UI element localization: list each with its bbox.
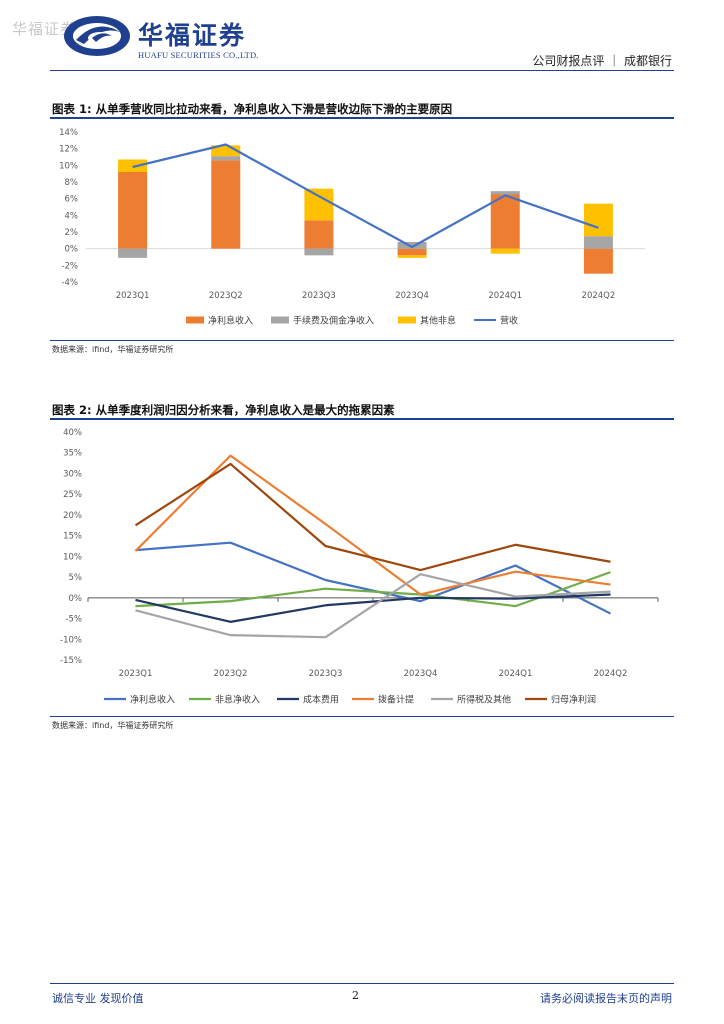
legend-label: 归母净利润 xyxy=(551,694,596,706)
y-tick-label: -15% xyxy=(60,656,82,666)
legend-label: 手续费及佣金净收入 xyxy=(293,315,374,327)
y-tick-label: 15% xyxy=(63,532,82,542)
legend-label: 非息净收入 xyxy=(215,694,260,706)
y-tick-label: 10% xyxy=(63,552,82,562)
figure1-chart: -4% -2% 0% 2% 4% 6% 8% 10% 12% 14% 2023Q1 2023Q2 202… xyxy=(59,128,645,327)
x-tick-label: 2023Q4 xyxy=(404,669,438,679)
legend-label: 成本费用 xyxy=(303,694,339,706)
bar-segment xyxy=(583,236,613,249)
legend-swatch xyxy=(398,316,416,324)
y-tick-label: 0% xyxy=(69,594,83,604)
y-tick-label: 30% xyxy=(63,469,82,479)
legend-label: 其他非息 xyxy=(420,315,456,327)
page-number: 2 xyxy=(352,989,359,1002)
bar-segment xyxy=(490,194,520,249)
footer-slogan: 诚信专业 发现价值 xyxy=(52,992,144,1005)
y-tick-label: 10% xyxy=(59,161,78,171)
x-tick-label: 2023Q1 xyxy=(116,291,150,301)
x-tick-label: 2023Q3 xyxy=(309,669,343,679)
legend-label: 净利息收入 xyxy=(208,315,253,327)
bar-segment xyxy=(583,203,613,237)
figure2-source: 数据来源：ifind，华福证券研究所 xyxy=(52,721,174,730)
company-logo-icon xyxy=(64,16,130,56)
series-line xyxy=(134,462,611,572)
figure2-title: 图表 2: 从单季度利润归因分析来看，净利息收入是最大的拖累因素 xyxy=(52,403,395,417)
y-tick-label: 2% xyxy=(65,228,79,238)
x-tick-label: 2023Q3 xyxy=(302,291,336,301)
x-tick-label: 2024Q1 xyxy=(499,669,533,679)
bar-segment xyxy=(118,248,148,258)
footer-divider xyxy=(50,983,674,984)
y-tick-label: -10% xyxy=(60,635,82,645)
figure1-top-rule xyxy=(50,117,674,119)
bar-segment xyxy=(211,156,241,161)
bar-segment xyxy=(304,220,334,249)
legend-swatch xyxy=(186,316,204,324)
company-name-en: HUAFU SECURITIES CO.,LTD. xyxy=(138,50,259,60)
x-tick-label: 2024Q2 xyxy=(594,669,628,679)
company-name-cn: 华福证券 xyxy=(138,21,247,50)
bar-segment xyxy=(397,248,427,256)
y-tick-label: 25% xyxy=(63,490,82,500)
y-tick-label: -4% xyxy=(61,278,78,288)
legend-swatch xyxy=(271,316,289,324)
y-tick-label: 14% xyxy=(59,128,78,138)
figure2-top-rule xyxy=(50,418,674,420)
legend-label: 净利息收入 xyxy=(130,694,175,706)
y-tick-label: 6% xyxy=(65,195,79,205)
revenue-line xyxy=(132,143,599,249)
figure2-chart: -15% -10% -5% 0% 5% 10% 15% 20% 25% 30% 35% 40% 2023… xyxy=(60,428,659,706)
y-tick-label: 0% xyxy=(65,245,79,255)
x-tick-label: 2023Q1 xyxy=(119,669,153,679)
x-tick-label: 2024Q2 xyxy=(582,291,616,301)
bar-segment xyxy=(118,159,148,172)
bar-segment xyxy=(490,191,520,195)
series-line xyxy=(134,454,611,596)
y-tick-label: 35% xyxy=(63,449,82,459)
y-tick-label: 12% xyxy=(59,145,78,155)
report-tag: 公司财报点评 ｜ 成都银行 xyxy=(532,54,672,68)
bar-segment xyxy=(118,172,148,249)
legend-label: 营收 xyxy=(500,315,518,327)
bar-segment xyxy=(490,248,520,254)
x-tick-label: 2024Q1 xyxy=(488,291,522,301)
legend-label: 所得税及其他 xyxy=(457,694,511,706)
series-line xyxy=(135,593,611,623)
bar-segment xyxy=(583,248,613,274)
bar-segment xyxy=(304,248,334,256)
bar-segment xyxy=(397,242,427,249)
legend-label: 拨备计提 xyxy=(378,694,414,706)
header-divider xyxy=(50,70,674,71)
watermark-text: 华福证券 xyxy=(12,20,77,38)
series-line xyxy=(135,573,611,639)
y-tick-label: 20% xyxy=(63,511,82,521)
y-tick-label: 40% xyxy=(63,428,82,438)
footer-disclaimer: 请务必阅读报告末页的声明 xyxy=(540,992,672,1005)
figure1-title: 图表 1: 从单季营收同比拉动来看，净利息收入下滑是营收边际下滑的主要原因 xyxy=(52,102,453,116)
y-tick-label: 5% xyxy=(69,573,83,583)
figure2-bottom-rule xyxy=(50,716,674,717)
figure1-source: 数据来源：ifind，华福证券研究所 xyxy=(52,345,174,354)
y-tick-label: -2% xyxy=(61,261,78,271)
y-tick-label: -5% xyxy=(65,615,82,625)
bar-segment xyxy=(397,255,427,258)
series-line xyxy=(135,571,611,608)
bar-segment xyxy=(211,145,241,157)
y-tick-label: 8% xyxy=(65,178,79,188)
bar-segment xyxy=(304,188,334,221)
figure1-bottom-rule xyxy=(50,340,674,341)
x-tick-label: 2023Q2 xyxy=(214,669,248,679)
x-tick-label: 2023Q2 xyxy=(209,291,243,301)
x-tick-label: 2023Q4 xyxy=(395,291,429,301)
y-tick-label: 4% xyxy=(65,211,79,221)
bar-segment xyxy=(211,160,241,249)
